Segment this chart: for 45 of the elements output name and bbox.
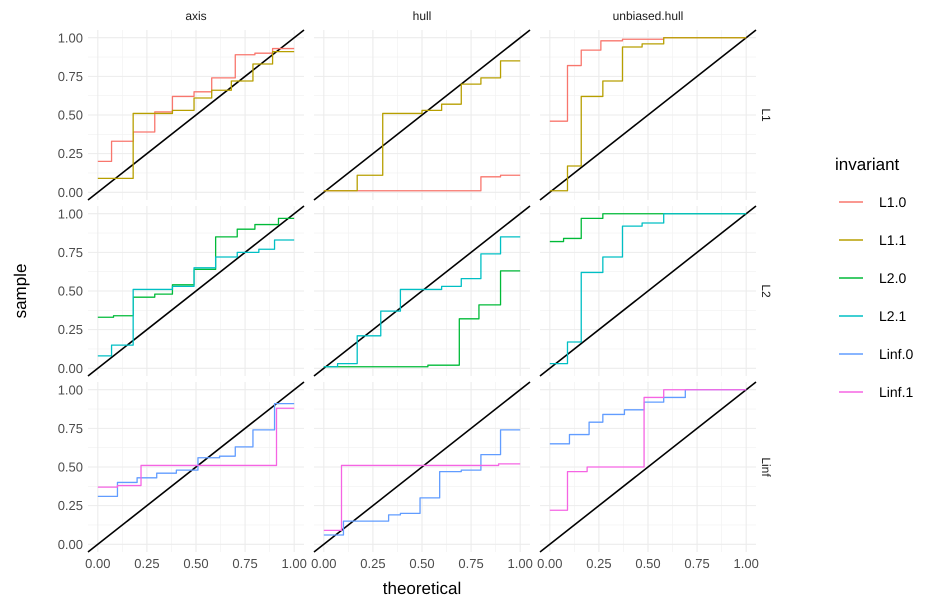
- y2-axis-title: L2: [758, 284, 773, 298]
- x-tick-label: 0.00: [311, 556, 336, 571]
- x-tick-label: 1.00: [734, 556, 759, 571]
- chart-title: unbiased.hull: [612, 9, 684, 23]
- x-tick-label: 0.50: [635, 556, 661, 571]
- y-tick-label: 1.00: [58, 382, 83, 398]
- chart-title: hull: [412, 9, 432, 23]
- y-tick-label: 0.25: [58, 146, 83, 162]
- x-tick-label: 0.00: [85, 556, 110, 571]
- y-tick-label: 0.75: [58, 420, 83, 436]
- legend-label: L1.1: [879, 232, 906, 248]
- y-axis-title: sample: [11, 264, 30, 318]
- y-tick-label: 0.50: [58, 108, 83, 123]
- y-tick-label: 1.00: [58, 206, 83, 222]
- x-tick-label: 0.75: [458, 556, 484, 571]
- legend-label: L2.0: [879, 270, 906, 286]
- legend-label: Linf.1: [879, 384, 914, 400]
- x-axis-title: theoretical: [382, 579, 462, 598]
- x-tick-label: 0.50: [409, 556, 435, 571]
- y-tick-label: 0.25: [58, 498, 83, 514]
- x-tick-label: 0.25: [134, 556, 160, 571]
- y-tick-label: 0.25: [58, 322, 83, 338]
- x-tick-label: 0.25: [586, 556, 612, 571]
- legend-label: L1.0: [879, 194, 906, 210]
- legend-label: Linf.0: [879, 346, 914, 362]
- y-tick-label: 0.50: [58, 460, 83, 475]
- x-tick-label: 0.50: [183, 556, 209, 571]
- legend-label: L2.1: [879, 308, 906, 324]
- x-tick-label: 0.25: [360, 556, 386, 571]
- y-tick-label: 0.00: [58, 536, 83, 552]
- x-tick-label: 0.00: [537, 556, 562, 571]
- y-tick-label: 0.75: [58, 68, 83, 84]
- y-tick-label: 0.00: [58, 360, 83, 376]
- x-tick-label: 1.00: [508, 556, 533, 571]
- x-tick-label: 0.75: [684, 556, 710, 571]
- y-tick-label: 0.50: [58, 284, 83, 299]
- y-tick-label: 1.00: [58, 30, 83, 46]
- x-tick-label: 0.75: [232, 556, 258, 571]
- x-tick-label: 1.00: [282, 556, 307, 571]
- legend-title: invariant: [835, 155, 900, 174]
- chart-title: axis: [185, 9, 207, 23]
- y2-axis-title: Linf: [758, 457, 773, 478]
- y-tick-label: 0.00: [58, 184, 83, 200]
- y2-axis-title: L1: [758, 108, 773, 122]
- y-tick-label: 0.75: [58, 244, 83, 260]
